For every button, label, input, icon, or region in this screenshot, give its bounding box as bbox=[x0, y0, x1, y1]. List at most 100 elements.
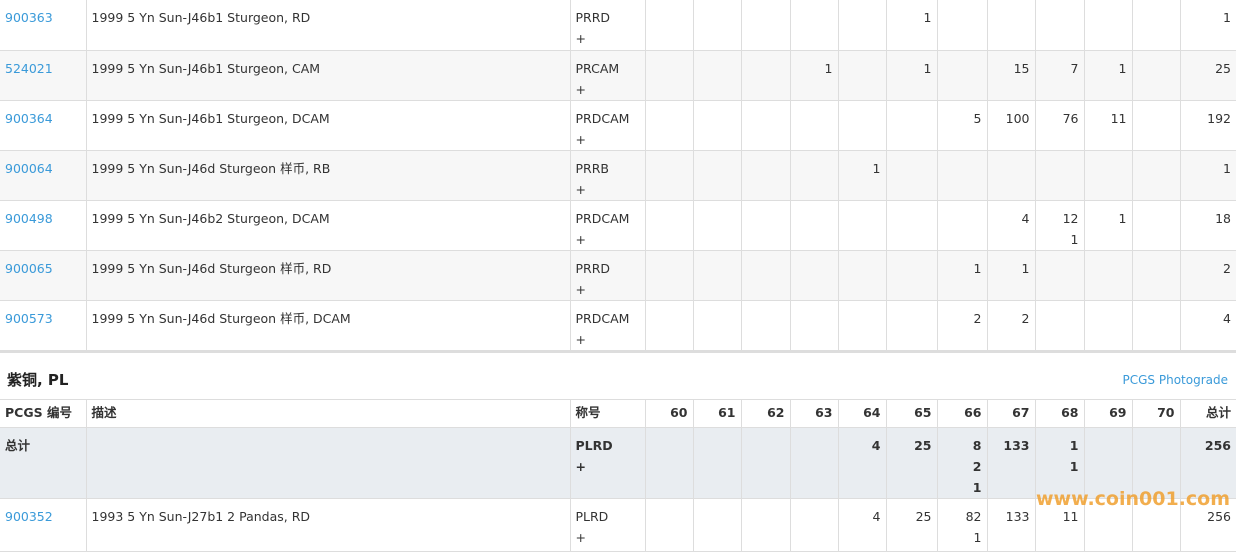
grade-cell bbox=[986, 0, 1035, 51]
table-row: 900064 1999 5 Yn Sun-J46d Sturgeon 样币, RB… bbox=[0, 150, 1236, 201]
grade-count: 1 bbox=[872, 160, 881, 176]
designation: PLRD bbox=[575, 508, 609, 524]
pcgs-link[interactable]: 524021 bbox=[5, 60, 53, 76]
cell: 1 bbox=[1179, 0, 1236, 51]
pcgs-link[interactable]: 900352 bbox=[5, 508, 53, 524]
grade-cell bbox=[1034, 300, 1084, 351]
grade-cell bbox=[1083, 427, 1132, 499]
grade-cell: 133 bbox=[986, 427, 1035, 499]
cell: 900065 bbox=[0, 250, 86, 301]
grade-cell bbox=[740, 498, 790, 552]
pcgs-link[interactable]: 900364 bbox=[5, 110, 53, 126]
grade-cell bbox=[936, 0, 987, 51]
pcgs-link[interactable]: 900363 bbox=[5, 10, 53, 25]
pcgs-link[interactable]: 900573 bbox=[5, 310, 53, 326]
cell: PRDCAM + bbox=[569, 200, 645, 251]
cell: 2 bbox=[1179, 250, 1236, 301]
grade-cell bbox=[644, 498, 693, 552]
column-header: 62 bbox=[740, 398, 790, 428]
plus-sign: + bbox=[575, 81, 586, 97]
grade-count: 2 bbox=[1021, 310, 1030, 326]
grade-cell bbox=[1131, 250, 1180, 301]
pcgs-link[interactable]: 900064 bbox=[5, 160, 53, 176]
grade-cell bbox=[1131, 300, 1180, 351]
total-label: 总计 bbox=[5, 437, 31, 453]
cell bbox=[85, 427, 570, 499]
grade-count: 821 bbox=[972, 437, 982, 495]
grade-cell bbox=[885, 100, 937, 151]
grade-cell: 1 bbox=[885, 0, 937, 51]
grade-cell: 76 bbox=[1034, 100, 1084, 151]
column-header: 61 bbox=[692, 398, 741, 428]
cell: 256 bbox=[1179, 427, 1236, 499]
grade-cell bbox=[1131, 200, 1180, 251]
grade-cell bbox=[885, 300, 937, 351]
grade-cell bbox=[789, 200, 838, 251]
grade-cell bbox=[1131, 100, 1180, 151]
table: PCGS 编号 描述 称号 60 61 62 63 64 65 66 67 68 69 70 总计 总计 PLR… bbox=[0, 398, 1236, 552]
total-count: 1 bbox=[1223, 160, 1231, 176]
grade-cell bbox=[837, 0, 886, 51]
plus-sign: + bbox=[575, 529, 586, 545]
grade-cell bbox=[644, 200, 693, 251]
table: 900363 1999 5 Yn Sun-J46b1 Sturgeon, RD PR… bbox=[0, 0, 1236, 351]
header-row: PCGS 编号 描述 称号 60 61 62 63 64 65 66 67 68 69 70 总计 bbox=[0, 398, 1236, 428]
table-row: 900573 1999 5 Yn Sun-J46d Sturgeon 样币, DC… bbox=[0, 300, 1236, 351]
watermark: www.coin001.com bbox=[1036, 488, 1231, 510]
grade-count: 4 bbox=[871, 437, 881, 453]
column-header: 总计 bbox=[1179, 398, 1236, 428]
total-count: 2 bbox=[1223, 260, 1231, 276]
table-row: 900364 1999 5 Yn Sun-J46b1 Sturgeon, DCAM… bbox=[0, 100, 1236, 151]
grade-cell: 4 bbox=[837, 498, 886, 552]
plus-sign: + bbox=[575, 231, 586, 247]
cell: 1999 5 Yn Sun-J46d Sturgeon 样币, RD bbox=[85, 250, 570, 301]
grade-cell bbox=[789, 300, 838, 351]
cell: 900573 bbox=[0, 300, 86, 351]
grade-cell bbox=[692, 150, 741, 201]
total-count: 4 bbox=[1223, 310, 1231, 326]
grade-cell bbox=[644, 427, 693, 499]
grade-cell bbox=[692, 100, 741, 151]
cell: PRRB + bbox=[569, 150, 645, 201]
grade-cell bbox=[986, 150, 1035, 201]
grade-cell bbox=[789, 427, 838, 499]
cell: 1999 5 Yn Sun-J46b1 Sturgeon, RD bbox=[85, 0, 570, 51]
grade-count: 133 bbox=[1003, 437, 1030, 453]
grade-cell bbox=[740, 250, 790, 301]
grade-count: 11 bbox=[1062, 508, 1079, 524]
cell: 900498 bbox=[0, 200, 86, 251]
grade-cell bbox=[692, 300, 741, 351]
grade-cell bbox=[837, 250, 886, 301]
description: 1993 5 Yn Sun-J27b1 2 Pandas, RD bbox=[91, 508, 311, 524]
designation: PRRD bbox=[575, 260, 611, 276]
grade-cell: 2 bbox=[936, 300, 987, 351]
pcgs-link[interactable]: 900065 bbox=[5, 260, 53, 276]
column-header: PCGS 编号 bbox=[0, 398, 86, 428]
total-count: 25 bbox=[1215, 60, 1231, 76]
grade-cell: 2 bbox=[986, 300, 1035, 351]
plus-sign: + bbox=[575, 31, 586, 46]
table-row: 总计 PLRD +4 25 821 133 11 256 bbox=[0, 427, 1236, 499]
cell: PRRD + bbox=[569, 250, 645, 301]
column-header: 描述 bbox=[85, 398, 570, 428]
plus-sign: + bbox=[575, 331, 586, 347]
grade-cell bbox=[789, 100, 838, 151]
designation: PLRD bbox=[575, 437, 613, 453]
grade-cell bbox=[1131, 427, 1180, 499]
cell: 1999 5 Yn Sun-J46d Sturgeon 样币, DCAM bbox=[85, 300, 570, 351]
pcgs-link[interactable]: 900498 bbox=[5, 210, 53, 226]
description: 1999 5 Yn Sun-J46d Sturgeon 样币, RB bbox=[91, 160, 331, 176]
description: 1999 5 Yn Sun-J46d Sturgeon 样币, DCAM bbox=[91, 310, 351, 326]
grade-cell bbox=[740, 200, 790, 251]
grade-cell bbox=[740, 50, 790, 101]
column-header: 63 bbox=[789, 398, 838, 428]
grade-count: 25 bbox=[915, 508, 932, 524]
grade-count: 11 bbox=[1110, 110, 1127, 126]
grade-cell bbox=[644, 0, 693, 51]
description: 1999 5 Yn Sun-J46b1 Sturgeon, CAM bbox=[91, 60, 321, 76]
grade-count: 1 bbox=[923, 10, 932, 25]
description: 1999 5 Yn Sun-J46b1 Sturgeon, DCAM bbox=[91, 110, 330, 126]
photograde-link[interactable]: PCGS Photograde bbox=[1122, 372, 1228, 387]
grade-cell bbox=[789, 250, 838, 301]
grade-cell bbox=[789, 0, 838, 51]
